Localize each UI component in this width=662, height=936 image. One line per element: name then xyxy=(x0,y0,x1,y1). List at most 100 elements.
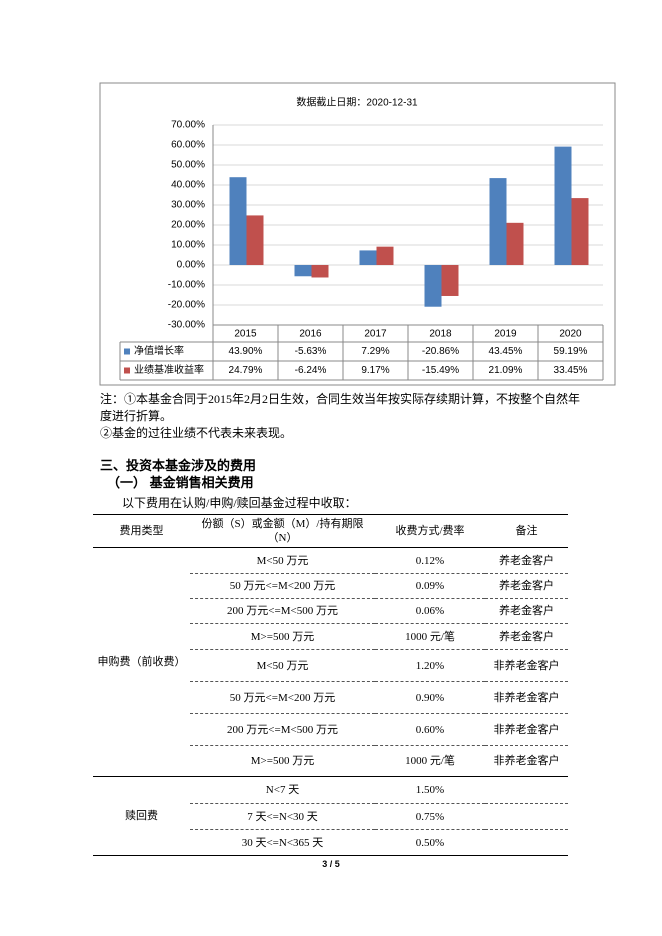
x-tick-label: 2015 xyxy=(234,329,257,340)
value-label: -20.86% xyxy=(422,346,459,357)
y-tick-label: -10.00% xyxy=(168,280,205,291)
fee-table: 费用类型 份额（S）或金额（M）/持有期限（N） 收费方式/费率 备注 申购费（前收费）… xyxy=(93,514,568,856)
table-cell: 养老金客户 xyxy=(485,573,568,599)
bar xyxy=(294,265,312,277)
table-cell: 200 万元<=M<500 万元 xyxy=(190,713,375,746)
y-tick-label: 10.00% xyxy=(171,240,205,251)
table-cell: 0.50% xyxy=(375,829,485,856)
table-row: M>=500 万元 1000 元/笔 非养老金客户 xyxy=(93,745,568,777)
table-row: 7 天<=N<30 天 0.75% xyxy=(93,803,568,830)
value-label: -15.49% xyxy=(422,365,459,376)
y-tick-label: -30.00% xyxy=(168,320,205,331)
x-tick-label: 2016 xyxy=(299,329,322,340)
value-label: 59.19% xyxy=(554,346,588,357)
table-cell: 1.20% xyxy=(375,649,485,682)
bar xyxy=(571,198,589,265)
legend-key xyxy=(124,367,130,374)
value-label: 7.29% xyxy=(361,346,389,357)
bar xyxy=(441,265,459,296)
y-tick-label: 60.00% xyxy=(171,140,205,151)
table-cell: 1000 元/笔 xyxy=(375,745,485,777)
value-label: 24.79% xyxy=(229,365,263,376)
y-tick-label: 20.00% xyxy=(171,220,205,231)
legend-label: 业绩基准收益率 xyxy=(134,363,204,376)
bar xyxy=(311,265,329,278)
table-cell: 50 万元<=M<200 万元 xyxy=(190,573,375,599)
bar xyxy=(246,215,264,265)
table-row: 30 天<=N<365 天 0.50% xyxy=(93,829,568,856)
bar xyxy=(506,222,524,265)
table-cell: 0.09% xyxy=(375,573,485,599)
bar xyxy=(554,146,572,265)
section-title: 三、投资本基金涉及的费用 xyxy=(100,458,257,473)
table-cell xyxy=(485,803,568,830)
y-tick-label: 40.00% xyxy=(171,180,205,191)
table-cell: M<50 万元 xyxy=(190,649,375,682)
bar xyxy=(376,246,394,265)
table-row: 200 万元<=M<500 万元 0.60% 非养老金客户 xyxy=(93,713,568,746)
header-cell: 备注 xyxy=(485,514,568,548)
table-row: M>=500 万元 1000 元/笔 养老金客户 xyxy=(93,623,568,650)
note: ②基金的过往业绩不代表未来表现。 xyxy=(100,426,293,440)
table-cell: 非养老金客户 xyxy=(485,745,568,777)
intro: 以下费用在认购/申购/赎回基金过程中收取： xyxy=(122,496,357,510)
table-row: 50 万元<=M<200 万元 0.09% 养老金客户 xyxy=(93,573,568,599)
chart: 数据截止日期：2020-12-31 -30.00% -20.00% -10.00% 0… xyxy=(99,82,616,386)
chart-frame xyxy=(99,82,616,386)
x-tick-label: 2017 xyxy=(364,329,387,340)
table-cell: M>=500 万元 xyxy=(190,745,375,777)
notes: 注：①本基金合同于2015年2月2日生效，合同生效当年按实际存续期计算，不按整个… xyxy=(100,391,580,442)
table-row: 赎回费 N<7 天 1.50% xyxy=(93,776,568,856)
table-cell: 30 天<=N<365 天 xyxy=(190,829,375,856)
fee-type-cell: 赎回费 xyxy=(93,776,190,856)
legend-label: 净值增长率 xyxy=(134,344,184,357)
page-number: 3 / 5 xyxy=(322,859,340,869)
bar xyxy=(229,177,247,265)
x-tick-label: 2018 xyxy=(429,329,452,340)
table-cell: 1.50% xyxy=(375,776,485,804)
table-cell: 0.75% xyxy=(375,803,485,830)
table-row: 200 万元<=M<500 万元 0.06% 养老金客户 xyxy=(93,598,568,624)
legend-key xyxy=(124,348,130,355)
table-cell: M<50 万元 xyxy=(190,547,375,574)
y-tick-label: 70.00% xyxy=(171,120,205,131)
value-label: 43.90% xyxy=(229,346,263,357)
bar xyxy=(359,250,377,265)
table-cell: 0.12% xyxy=(375,547,485,574)
value-label: 21.09% xyxy=(489,365,523,376)
subsection-title: （一） 基金销售相关费用 xyxy=(107,475,254,490)
table-cell: 50 万元<=M<200 万元 xyxy=(190,681,375,714)
x-tick-label: 2020 xyxy=(559,329,582,340)
table-row: 申购费（前收费） M<50 万元 0.12% 养老金客户 xyxy=(93,547,568,777)
table-cell xyxy=(485,829,568,856)
table-cell: 非养老金客户 xyxy=(485,681,568,714)
table-cell: 非养老金客户 xyxy=(485,649,568,682)
table-cell: N<7 天 xyxy=(190,776,375,804)
value-label: -5.63% xyxy=(295,346,327,357)
value-label: 9.17% xyxy=(361,365,389,376)
bar xyxy=(489,178,507,265)
table-cell: 养老金客户 xyxy=(485,547,568,574)
value-label: 43.45% xyxy=(489,346,523,357)
value-label: 33.45% xyxy=(554,365,588,376)
table-cell: 非养老金客户 xyxy=(485,713,568,746)
table-cell: 0.90% xyxy=(375,681,485,714)
header-cell: 费用类型 xyxy=(93,514,190,548)
value-label: -6.24% xyxy=(295,365,327,376)
table-cell xyxy=(485,776,568,804)
fee-type-cell: 申购费（前收费） xyxy=(93,547,190,777)
table-cell: 1000 元/笔 xyxy=(375,623,485,650)
table-cell: M>=500 万元 xyxy=(190,623,375,650)
table-cell: 200 万元<=M<500 万元 xyxy=(190,598,375,624)
table-cell: 7 天<=N<30 天 xyxy=(190,803,375,830)
table-row: 50 万元<=M<200 万元 0.90% 非养老金客户 xyxy=(93,681,568,714)
y-tick-label: 50.00% xyxy=(171,160,205,171)
note: 注：①本基金合同于2015年2月2日生效，合同生效当年按实际存续期计算，不按整个… xyxy=(100,392,581,423)
x-tick-label: 2019 xyxy=(494,329,517,340)
y-tick-label: 30.00% xyxy=(171,200,205,211)
header-cell: 份额（S）或金额（M）/持有期限（N） xyxy=(190,514,375,548)
y-tick-label: -20.00% xyxy=(168,300,205,311)
y-tick-label: 0.00% xyxy=(177,260,205,271)
table-row: M<50 万元 1.20% 非养老金客户 xyxy=(93,649,568,682)
